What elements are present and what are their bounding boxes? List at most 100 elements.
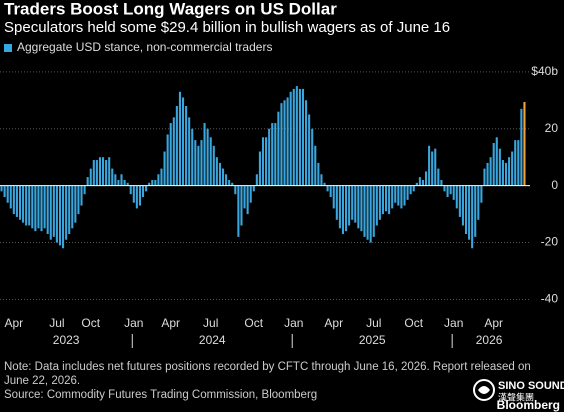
bar	[172, 117, 175, 186]
bar	[185, 105, 188, 186]
note: Note: Data includes net futures position…	[4, 361, 531, 387]
bar	[305, 100, 308, 186]
bar	[166, 134, 169, 186]
bar	[89, 168, 92, 186]
bar	[175, 105, 178, 186]
bar	[498, 148, 501, 186]
bar	[129, 185, 132, 195]
bar	[449, 185, 452, 195]
bar	[520, 108, 523, 186]
bar	[295, 86, 298, 186]
bar	[102, 157, 105, 186]
y-tick-label: 0	[551, 178, 558, 192]
bar	[200, 140, 203, 186]
bar	[483, 168, 486, 186]
bar	[34, 185, 37, 232]
bar	[191, 128, 194, 186]
x-group-label: 2024	[199, 333, 226, 347]
bar	[458, 185, 461, 217]
bar	[234, 185, 237, 195]
bar	[65, 185, 68, 240]
bar	[508, 157, 511, 186]
bar	[206, 128, 209, 186]
bar	[15, 185, 18, 217]
bar	[326, 185, 329, 192]
bar	[501, 160, 504, 186]
bar	[22, 185, 25, 223]
bar	[363, 185, 366, 237]
bar	[308, 114, 311, 186]
x-tick-label: Apr	[484, 316, 503, 330]
bar	[286, 97, 289, 186]
bar	[317, 162, 320, 186]
bar	[311, 128, 314, 186]
bar	[298, 88, 301, 186]
bar	[486, 162, 489, 186]
bar	[145, 185, 148, 192]
bar	[403, 185, 406, 206]
bar	[157, 174, 160, 186]
bar	[504, 162, 508, 186]
bar	[409, 185, 412, 195]
bar	[446, 185, 449, 198]
bar	[301, 88, 305, 186]
bar	[511, 151, 514, 186]
bar	[461, 185, 464, 226]
bar	[203, 123, 206, 186]
bar	[169, 123, 172, 186]
bar	[92, 160, 95, 186]
bar	[40, 185, 43, 232]
bar	[378, 185, 381, 220]
bar	[452, 185, 455, 200]
y-tick-label: $40b	[531, 64, 558, 78]
bar	[292, 88, 295, 186]
bar	[12, 185, 15, 215]
bar	[474, 185, 477, 237]
bar	[188, 117, 191, 186]
y-tick-label: 20	[545, 121, 559, 135]
logo-icon	[478, 386, 490, 394]
bar	[375, 185, 378, 226]
bar	[384, 185, 388, 212]
bar	[148, 182, 151, 186]
bar	[421, 179, 424, 186]
bar	[428, 145, 431, 186]
bar	[289, 91, 292, 186]
bar	[212, 145, 215, 186]
brand: Bloomberg	[497, 398, 560, 412]
bar	[68, 185, 71, 235]
bar	[252, 185, 255, 192]
bar	[108, 157, 111, 186]
bar	[397, 185, 400, 206]
bar	[132, 185, 135, 203]
bar	[105, 160, 108, 186]
bar	[492, 142, 495, 186]
bar	[80, 185, 83, 206]
bar	[464, 185, 468, 235]
logo-icon	[473, 379, 495, 401]
bar	[437, 168, 440, 186]
bar	[3, 185, 6, 198]
bar	[415, 182, 418, 186]
bar	[412, 185, 415, 192]
bar	[123, 179, 126, 186]
bar	[240, 185, 243, 226]
bar	[277, 111, 280, 186]
bar	[320, 174, 323, 186]
bar	[391, 185, 394, 209]
chart-title: Traders Boost Long Wagers on US Dollar	[4, 0, 337, 18]
bar	[43, 185, 46, 229]
bar	[360, 185, 363, 232]
bar	[351, 185, 354, 220]
bar	[197, 145, 200, 186]
x-tick-label: Jul	[203, 316, 218, 330]
bar	[218, 162, 221, 186]
bar	[255, 174, 258, 186]
logo: SINO SOUND 漢聲集團	[473, 379, 564, 402]
bar	[471, 185, 474, 249]
x-tick-label: Jan	[124, 316, 143, 330]
bar	[49, 185, 52, 240]
bar	[0, 185, 3, 192]
bar	[237, 185, 240, 237]
